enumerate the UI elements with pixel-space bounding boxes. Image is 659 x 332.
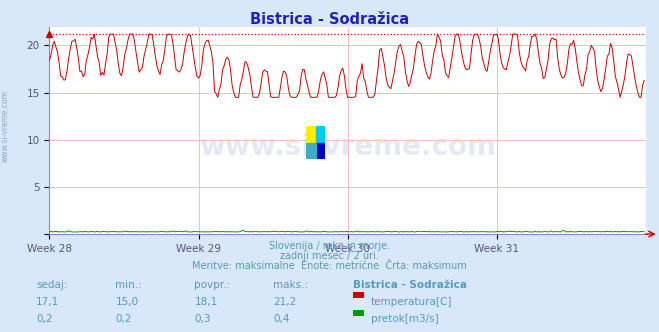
Bar: [316, 143, 325, 159]
Text: temperatura[C]: temperatura[C]: [371, 297, 453, 307]
Text: zadnji mesec / 2 uri.: zadnji mesec / 2 uri.: [280, 251, 379, 261]
Text: povpr.:: povpr.:: [194, 280, 231, 290]
Text: min.:: min.:: [115, 280, 142, 290]
Text: 0,3: 0,3: [194, 314, 211, 324]
Text: 0,2: 0,2: [36, 314, 53, 324]
Bar: [316, 126, 325, 143]
Text: Bistrica - Sodražica: Bistrica - Sodražica: [353, 280, 467, 290]
Text: maks.:: maks.:: [273, 280, 308, 290]
Bar: [306, 143, 316, 159]
Text: Slovenija / reke in morje.: Slovenija / reke in morje.: [269, 241, 390, 251]
Text: 15,0: 15,0: [115, 297, 138, 307]
Text: 18,1: 18,1: [194, 297, 217, 307]
Text: 17,1: 17,1: [36, 297, 59, 307]
Text: www.si-vreme.com: www.si-vreme.com: [199, 133, 496, 161]
Text: sedaj:: sedaj:: [36, 280, 68, 290]
Text: www.si-vreme.com: www.si-vreme.com: [1, 90, 10, 162]
Text: 21,2: 21,2: [273, 297, 297, 307]
Text: pretok[m3/s]: pretok[m3/s]: [371, 314, 439, 324]
Bar: [306, 126, 316, 143]
Text: 0,4: 0,4: [273, 314, 290, 324]
Text: 0,2: 0,2: [115, 314, 132, 324]
Text: Meritve: maksimalne  Enote: metrične  Črta: maksimum: Meritve: maksimalne Enote: metrične Črta…: [192, 261, 467, 271]
Text: Bistrica - Sodražica: Bistrica - Sodražica: [250, 12, 409, 27]
